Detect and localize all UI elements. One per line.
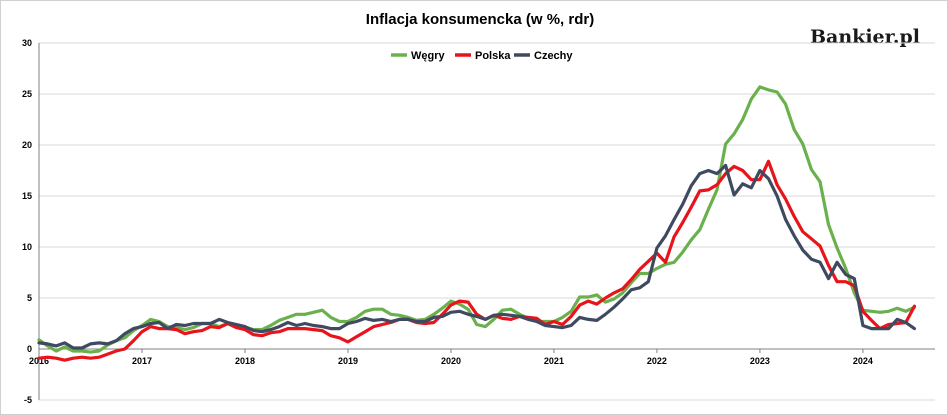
y-tick-label: 10 — [22, 242, 32, 252]
legend-item-polska: Polska — [455, 50, 511, 62]
y-tick-label: 0 — [27, 344, 32, 354]
y-tick-label: 20 — [22, 140, 32, 150]
x-tick-label: 2017 — [132, 356, 152, 366]
chart-title: Inflacja konsumencka (w %, rdr) — [366, 11, 594, 28]
series-line-wegry — [37, 85, 917, 354]
axes — [38, 43, 935, 400]
x-tick-label: 2016 — [29, 356, 49, 366]
series-line-polska — [37, 159, 917, 362]
y-axis-tick-labels: -5 0 5 10 15 20 25 30 — [22, 38, 32, 405]
x-tick-label: 2018 — [235, 356, 255, 366]
x-tick-label: 2022 — [647, 356, 667, 366]
gridlines — [39, 42, 935, 401]
y-tick-label: -5 — [24, 395, 32, 405]
x-tick-label: 2024 — [853, 356, 873, 366]
legend: Węgry Polska Czechy — [391, 50, 573, 62]
x-axis-tick-labels: 2016 2017 2018 2019 2020 2021 2022 2023 2024 — [29, 356, 873, 366]
series-line-czechy — [37, 163, 917, 350]
bankier-logo: Bankier.pl — [810, 26, 920, 48]
x-tick-label: 2021 — [544, 356, 564, 366]
x-tick-label: 2023 — [750, 356, 770, 366]
legend-item-czechy: Czechy — [514, 50, 573, 62]
legend-label-czechy: Czechy — [534, 50, 573, 62]
legend-item-wegry: Węgry — [391, 50, 446, 62]
y-tick-label: 30 — [22, 38, 32, 48]
legend-label-polska: Polska — [475, 50, 511, 62]
x-tick-label: 2019 — [338, 356, 358, 366]
legend-label-wegry: Węgry — [411, 50, 446, 62]
y-tick-label: 15 — [22, 191, 32, 201]
y-tick-label: 5 — [27, 293, 32, 303]
series-lines — [37, 85, 917, 362]
x-tick-label: 2020 — [441, 356, 461, 366]
y-tick-label: 25 — [22, 89, 32, 99]
